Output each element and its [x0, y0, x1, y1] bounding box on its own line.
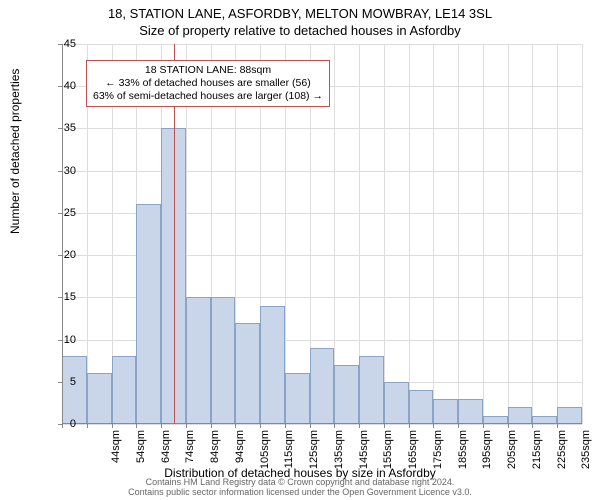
ytick-label: 20 [46, 249, 76, 261]
histogram-bar [557, 407, 582, 424]
gridline-v [483, 44, 484, 424]
gridline-v [582, 44, 583, 424]
xtick-mark [359, 424, 360, 428]
ytick-label: 0 [46, 418, 76, 430]
histogram-bar [458, 399, 483, 424]
xtick-label: 135sqm [333, 430, 345, 480]
xtick-mark [186, 424, 187, 428]
xtick-mark [458, 424, 459, 428]
xtick-mark [260, 424, 261, 428]
ytick-label: 10 [46, 334, 76, 346]
gridline-h [62, 424, 582, 425]
histogram-bar [359, 356, 384, 424]
ytick-label: 45 [46, 38, 76, 50]
xtick-mark [508, 424, 509, 428]
histogram-bar [508, 407, 533, 424]
chart-title-line2: Size of property relative to detached ho… [0, 21, 600, 38]
xtick-label: 44sqm [110, 430, 122, 480]
ytick-label: 40 [46, 80, 76, 92]
ytick-label: 25 [46, 207, 76, 219]
xtick-label: 54sqm [135, 430, 147, 480]
histogram-bar [260, 306, 285, 424]
histogram-bar [409, 390, 434, 424]
annotation-line1: 18 STATION LANE: 88sqm [93, 64, 323, 77]
histogram-bar [112, 356, 137, 424]
histogram-bar [211, 297, 236, 424]
xtick-label: 94sqm [234, 430, 246, 480]
xtick-mark [136, 424, 137, 428]
gridline-v [557, 44, 558, 424]
xtick-label: 175sqm [432, 430, 444, 480]
gridline-v [433, 44, 434, 424]
histogram-bar [87, 373, 112, 424]
xtick-mark [557, 424, 558, 428]
gridline-v [409, 44, 410, 424]
xtick-label: 125sqm [308, 430, 320, 480]
x-axis-line [62, 423, 582, 424]
xtick-label: 155sqm [382, 430, 394, 480]
xtick-mark [433, 424, 434, 428]
ytick-label: 30 [46, 165, 76, 177]
plot-area: 18 STATION LANE: 88sqm← 33% of detached … [62, 44, 582, 424]
xtick-mark [334, 424, 335, 428]
histogram-bar [285, 373, 310, 424]
gridline-h [62, 128, 582, 129]
gridline-v [532, 44, 533, 424]
histogram-bar [62, 356, 87, 424]
xtick-mark [483, 424, 484, 428]
xtick-mark [285, 424, 286, 428]
xtick-mark [532, 424, 533, 428]
xtick-label: 215sqm [531, 430, 543, 480]
xtick-mark [87, 424, 88, 428]
gridline-v [458, 44, 459, 424]
ytick-label: 35 [46, 122, 76, 134]
xtick-label: 205sqm [506, 430, 518, 480]
xtick-mark [112, 424, 113, 428]
xtick-label: 84sqm [209, 430, 221, 480]
ytick-label: 15 [46, 291, 76, 303]
histogram-bar [334, 365, 359, 424]
histogram-bar [433, 399, 458, 424]
chart-title-line1: 18, STATION LANE, ASFORDBY, MELTON MOWBR… [0, 0, 600, 21]
histogram-bar [136, 204, 161, 424]
xtick-label: 235sqm [580, 430, 592, 480]
y-axis-line [62, 44, 63, 424]
gridline-v [508, 44, 509, 424]
annotation-box: 18 STATION LANE: 88sqm← 33% of detached … [86, 60, 330, 107]
histogram-bar [186, 297, 211, 424]
xtick-label: 64sqm [160, 430, 172, 480]
xtick-mark [211, 424, 212, 428]
xtick-mark [235, 424, 236, 428]
histogram-bar [384, 382, 409, 424]
xtick-label: 195sqm [481, 430, 493, 480]
xtick-mark [409, 424, 410, 428]
ytick-label: 5 [46, 376, 76, 388]
xtick-label: 165sqm [407, 430, 419, 480]
xtick-mark [384, 424, 385, 428]
gridline-v [384, 44, 385, 424]
annotation-line3: 63% of semi-detached houses are larger (… [93, 90, 323, 103]
histogram-bar [310, 348, 335, 424]
xtick-label: 74sqm [184, 430, 196, 480]
annotation-line2: ← 33% of detached houses are smaller (56… [93, 77, 323, 90]
xtick-mark [161, 424, 162, 428]
histogram-bar [235, 323, 260, 424]
y-axis-label: Number of detached properties [8, 69, 22, 234]
xtick-label: 105sqm [259, 430, 271, 480]
footnote-text: Contains HM Land Registry data © Crown c… [0, 478, 600, 498]
xtick-label: 185sqm [457, 430, 469, 480]
gridline-h [62, 171, 582, 172]
xtick-label: 115sqm [283, 430, 295, 480]
xtick-label: 225sqm [556, 430, 568, 480]
xtick-mark [310, 424, 311, 428]
xtick-label: 145sqm [358, 430, 370, 480]
gridline-h [62, 44, 582, 45]
